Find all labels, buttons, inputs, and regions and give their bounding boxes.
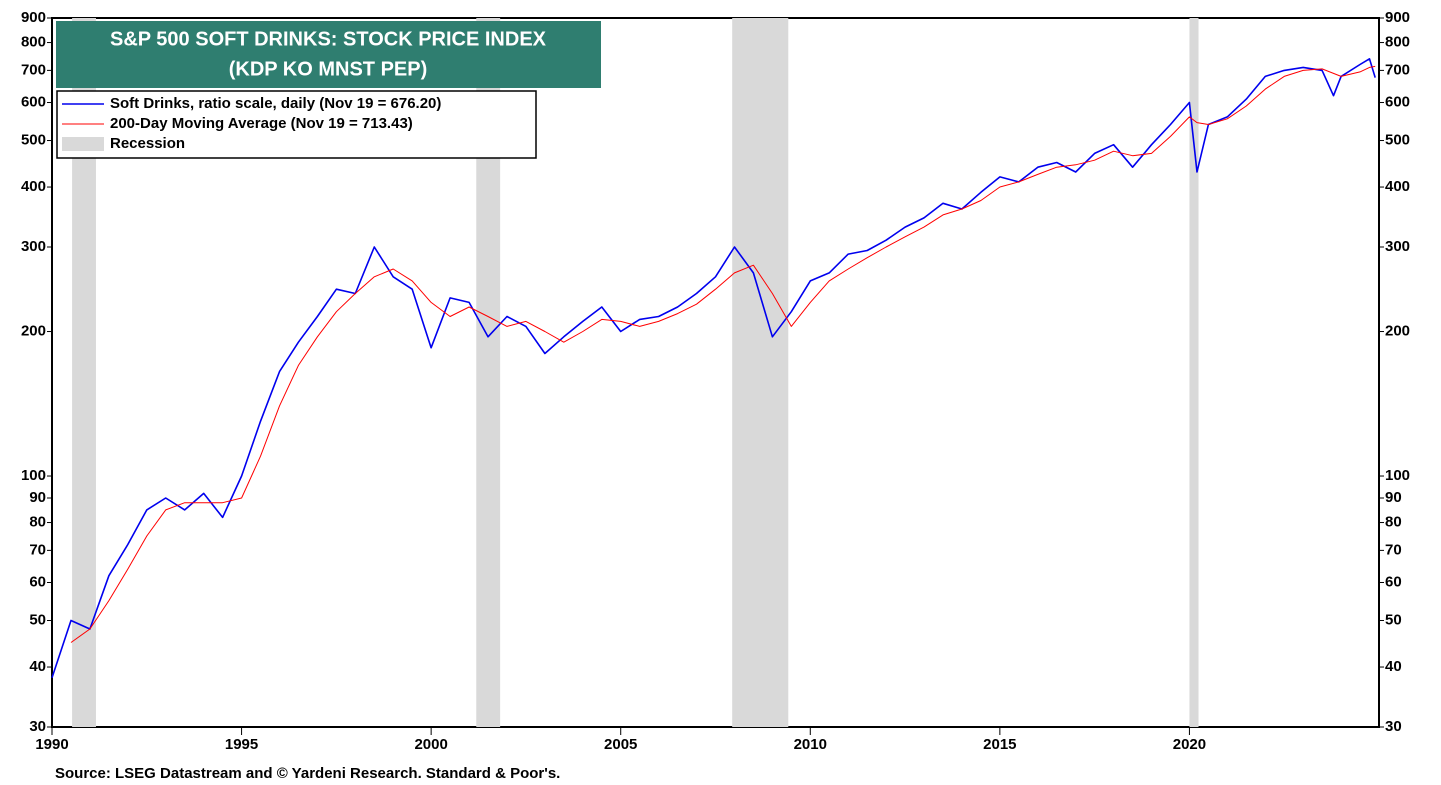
legend-swatch: [62, 137, 104, 151]
legend-label: Soft Drinks, ratio scale, daily (Nov 19 …: [110, 95, 441, 112]
y-tick-label: 90: [29, 489, 46, 506]
chart-subtitle: (KDP KO MNST PEP): [229, 58, 428, 80]
y-tick-label: 800: [21, 34, 46, 51]
y-tick-label: 60: [29, 573, 46, 590]
series-line: [70, 65, 1376, 643]
y-tick-label: 50: [1385, 611, 1402, 628]
plot-frame: [51, 17, 1380, 728]
chart-title: S&P 500 SOFT DRINKS: STOCK PRICE INDEX: [110, 28, 547, 50]
x-tick-label: 2010: [794, 736, 827, 753]
series-line: [51, 58, 1376, 678]
x-tick-label: 2015: [983, 736, 1016, 753]
y-tick-label: 70: [29, 541, 46, 558]
y-tick-label: 800: [1385, 34, 1410, 51]
y-tick-label: 60: [1385, 573, 1402, 590]
y-tick-label: 90: [1385, 489, 1402, 506]
recessions: [72, 18, 1199, 727]
y-tick-label: 700: [21, 61, 46, 78]
y-tick-label: 200: [1385, 323, 1410, 340]
source: Source: LSEG Datastream and © Yardeni Re…: [55, 765, 560, 782]
x-tick-label: 1990: [35, 736, 68, 753]
x-tick-label: 2020: [1173, 736, 1206, 753]
y-tick-label: 600: [1385, 93, 1410, 110]
legend-label: Recession: [110, 135, 185, 152]
y-tick-label: 700: [1385, 61, 1410, 78]
recession-band: [476, 18, 501, 727]
recession-band: [732, 18, 789, 727]
y-tick-label: 100: [21, 467, 46, 484]
y-tick-label: 30: [1385, 718, 1402, 735]
y-tick-label: 500: [1385, 131, 1410, 148]
title-box: [56, 21, 601, 88]
legend: [56, 90, 537, 159]
y-tick-label: 900: [1385, 9, 1410, 26]
y-tick-label: 900: [21, 9, 46, 26]
axes: 30 30 40 40 50 50 60 60 70 70 80 80 90 90 100 100 200 200…: [21, 9, 1410, 753]
y-tick-label: 300: [21, 238, 46, 255]
y-tick-label: 400: [1385, 178, 1410, 195]
y-tick-label: 300: [1385, 238, 1410, 255]
y-tick-label: 50: [29, 611, 46, 628]
y-tick-label: 400: [21, 178, 46, 195]
y-tick-label: 200: [21, 323, 46, 340]
x-tick-label: 1995: [225, 736, 258, 753]
lines: [51, 58, 1376, 678]
recession-band: [72, 18, 96, 727]
y-tick-label: 80: [1385, 514, 1402, 531]
legend-label: 200-Day Moving Average (Nov 19 = 713.43): [110, 115, 413, 132]
y-tick-label: 70: [1385, 541, 1402, 558]
y-tick-label: 100: [1385, 467, 1410, 484]
y-tick-label: 40: [29, 658, 46, 675]
y-tick-label: 30: [29, 718, 46, 735]
y-tick-label: 600: [21, 93, 46, 110]
y-tick-label: 500: [21, 131, 46, 148]
x-tick-label: 2005: [604, 736, 637, 753]
y-tick-label: 40: [1385, 658, 1402, 675]
y-tick-label: 80: [29, 514, 46, 531]
x-tick-label: 2000: [414, 736, 447, 753]
recession-band: [1189, 18, 1199, 727]
